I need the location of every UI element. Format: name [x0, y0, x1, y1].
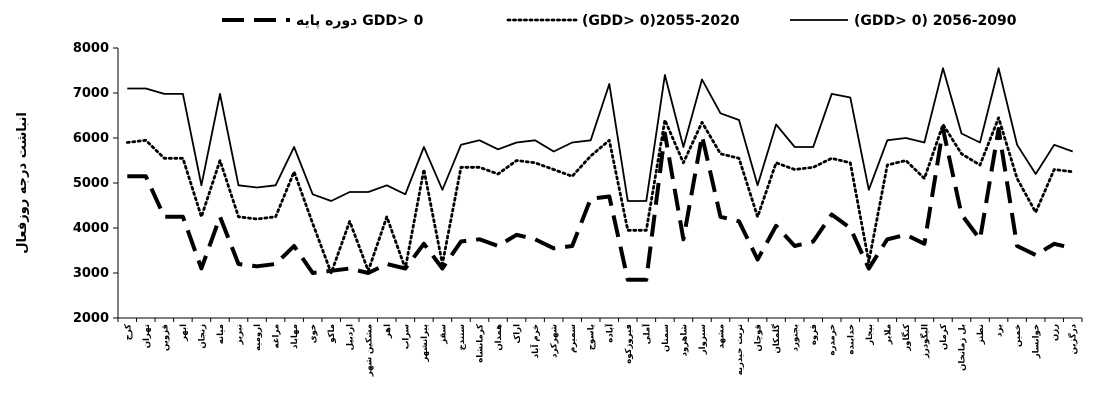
- x-tick-label: کرمان: [939, 324, 949, 350]
- y-tick-label: 6000: [73, 131, 109, 146]
- x-tick-label: یاسوج: [587, 324, 597, 350]
- legend-label: دوره پایه GDD> 0: [296, 13, 424, 29]
- x-tick-label: زنجان: [197, 324, 207, 349]
- y-tick-label: 8000: [73, 41, 109, 56]
- series-line-2: [125, 116, 1075, 275]
- legend-item-2: (GDD> 0)2055-2020: [506, 13, 740, 29]
- legend: دوره پایه GDD> 0 (GDD> 0)2055-2020 (GDD> 0…: [222, 13, 1017, 29]
- legend-label: (GDD> 0) 2056-2090: [854, 13, 1017, 29]
- x-tick-label: مراغه: [272, 324, 282, 348]
- x-tick-label: سمنان: [661, 324, 671, 352]
- x-tick-label: ملایر: [883, 324, 893, 345]
- x-tick-label: قزوین: [160, 324, 170, 351]
- series-line-1: [127, 127, 1074, 282]
- x-tick-label: بیجار: [865, 324, 875, 346]
- x-tick-label: نطنز: [976, 324, 986, 345]
- series-line-3: [127, 67, 1074, 202]
- x-tick-label: فیروزکوه: [624, 324, 634, 364]
- x-tick-label: ارومیه: [253, 324, 263, 351]
- x-tick-label: سنندج: [457, 324, 467, 350]
- x-tick-label: سبزوار: [698, 324, 708, 355]
- x-tick-label: آملی: [640, 323, 652, 344]
- x-tick-label: قوچان: [754, 324, 764, 351]
- y-tick-label: 2000: [73, 311, 109, 326]
- x-tick-label: اراک: [513, 324, 523, 344]
- x-tick-label: الیگودرز: [919, 324, 930, 359]
- x-tick-label: گلمکان: [771, 324, 782, 354]
- x-tick-label: آباده: [603, 323, 615, 343]
- y-tick-label: 4000: [73, 221, 109, 236]
- y-tick-label: 7000: [73, 86, 109, 101]
- x-tick-label: کنگاور: [901, 324, 912, 352]
- axes: 2000 3000 4000 5000 6000 7000 8000 کرج تهران قزوی…: [73, 41, 1083, 377]
- x-tick-label: تربت حیدریه: [735, 324, 745, 375]
- x-tick-label: خمین: [1013, 324, 1023, 347]
- x-tick-label: درگزین: [1068, 323, 1079, 354]
- x-tick-label: یزد: [995, 324, 1005, 337]
- y-tick-label: 3000: [73, 266, 109, 281]
- x-tick-label: شاهرود: [679, 324, 689, 356]
- x-tick-label: همدان: [494, 324, 504, 351]
- x-tick-label: اردبیل: [346, 324, 356, 351]
- x-tick-label: خوی: [309, 324, 319, 343]
- x-tick-label: تهران: [142, 324, 152, 348]
- legend-item-3: (GDD> 0) 2056-2090: [790, 13, 1017, 29]
- x-tick-label: تبریز: [235, 324, 245, 345]
- x-tick-label: شهرکرد: [550, 324, 560, 358]
- x-tick-label: بل زمانخان: [958, 324, 968, 371]
- x-tick-label: مهاباد: [290, 324, 300, 349]
- legend-label: (GDD> 0)2055-2020: [582, 13, 740, 29]
- x-tick-label: خوانسار: [1032, 324, 1042, 359]
- legend-item-1: دوره پایه GDD> 0: [222, 13, 424, 29]
- y-axis-label: انباشت درجه روزفعال: [15, 112, 30, 254]
- series-group: [125, 67, 1075, 282]
- x-tick-label: سراب: [401, 324, 411, 349]
- x-tick-label: کرمانشاه: [476, 324, 486, 363]
- x-tick-label: سمیرم: [568, 324, 578, 353]
- x-tick-label: رزن: [1050, 324, 1060, 341]
- x-tick-label: خرم آباد: [529, 324, 541, 358]
- x-tick-label: ابهر: [179, 324, 189, 342]
- x-tick-label: مشهد: [717, 324, 727, 348]
- x-tick-label: میانه: [216, 324, 226, 344]
- x-tick-label: مشکین شهر: [364, 324, 374, 377]
- x-tick-label: خرمدره: [828, 324, 838, 356]
- x-tick-label: ماکو: [327, 324, 337, 344]
- x-tick-label: اهر: [383, 324, 393, 339]
- x-tick-label: قروه: [809, 324, 819, 345]
- x-tick-label: سقز: [438, 324, 448, 345]
- x-tick-label: بجنورد: [791, 324, 801, 351]
- x-tick-label: پیرانشهر: [420, 324, 430, 363]
- x-tick-label: خدابنده: [846, 324, 856, 355]
- x-tick-label: کرج: [123, 324, 133, 340]
- y-tick-label: 5000: [73, 176, 109, 191]
